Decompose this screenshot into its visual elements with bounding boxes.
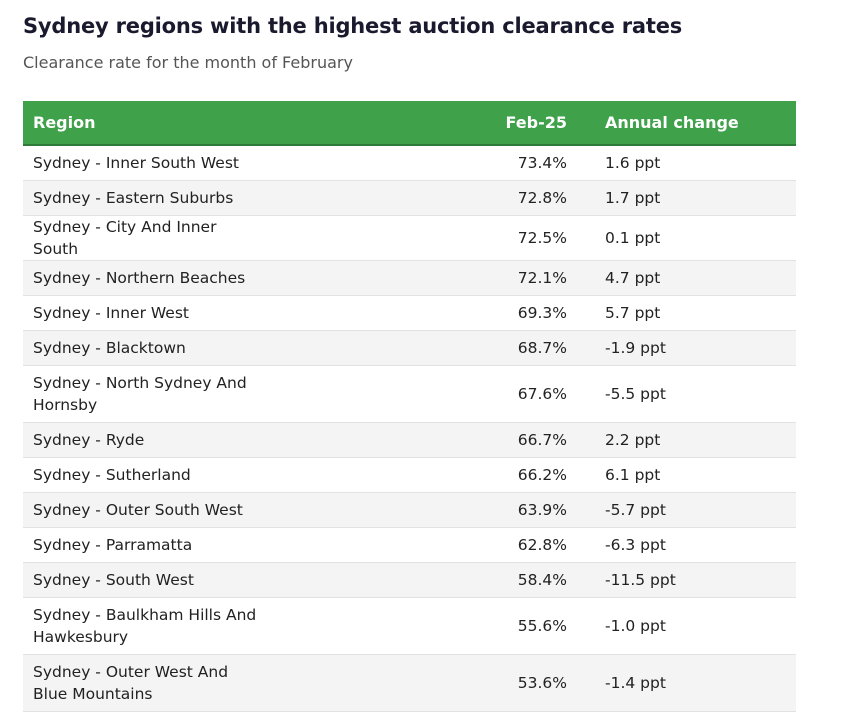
column-header-region: Region (33, 113, 96, 132)
region-label: Sydney - Inner South West (33, 153, 239, 172)
region-cell: Sydney - Baulkham Hills And Hawkesbury (23, 597, 467, 654)
table-body: Sydney - Inner South West 73.4% 1.6 ppt Syd… (23, 145, 796, 711)
region-label: Sydney - Sutherland (33, 465, 191, 484)
region-cell: Sydney - Inner South West (23, 145, 467, 180)
region-cell: Sydney - North Sydney And Hornsby (23, 365, 467, 422)
clearance-rate-cell: 62.8% (517, 535, 567, 554)
region-cell: Sydney - Eastern Suburbs (23, 180, 467, 215)
annual-change-cell: 1.7 ppt (605, 188, 661, 207)
table-row: Sydney - Northern Beaches 72.1% 4.7 ppt (23, 260, 796, 295)
annual-change-cell: 1.6 ppt (605, 153, 661, 172)
table-row: Sydney - Blacktown 68.7% -1.9 ppt (23, 330, 796, 365)
clearance-rate-cell: 72.8% (517, 188, 567, 207)
region-label: Sydney - South West (33, 570, 194, 589)
annual-change-cell: -1.9 ppt (605, 338, 666, 357)
annual-change-cell: 2.2 ppt (605, 430, 661, 449)
region-label: Sydney - Northern Beaches (33, 268, 246, 287)
clearance-rate-cell: 55.6% (517, 616, 567, 635)
region-cell: Sydney - Outer South West (23, 492, 467, 527)
chart-title: Sydney regions with the highest auction … (23, 14, 683, 38)
column-header-feb-25: Feb-25 (505, 113, 568, 132)
clearance-rate-cell: 63.9% (517, 500, 567, 519)
region-cell: Sydney - Parramatta (23, 527, 467, 562)
clearance-rate-table: Region Feb-25 Annual change Sydney - Inn… (23, 101, 796, 712)
table-header: Region Feb-25 Annual change (23, 101, 796, 145)
annual-change-cell: 6.1 ppt (605, 465, 661, 484)
column-header-annual-change: Annual change (605, 113, 739, 132)
table-row: Sydney - City And Inner South 72.5% 0.1 pp… (23, 215, 796, 260)
clearance-rate-cell: 66.7% (517, 430, 567, 449)
annual-change-cell: 0.1 ppt (605, 228, 661, 247)
region-cell: Sydney - Sutherland (23, 457, 467, 492)
chart-subtitle: Clearance rate for the month of February (23, 53, 353, 72)
region-cell: Sydney - Outer West And Blue Mountains (23, 654, 467, 711)
clearance-rate-cell: 72.5% (517, 228, 567, 247)
region-cell: Sydney - Northern Beaches (23, 260, 467, 295)
clearance-rate-cell: 53.6% (517, 673, 567, 692)
table-row: Sydney - Outer West And Blue Mountains 53… (23, 654, 796, 711)
clearance-rate-cell: 72.1% (517, 268, 567, 287)
annual-change-cell: -5.5 ppt (605, 384, 666, 403)
table-header-row: Region Feb-25 Annual change (23, 101, 796, 145)
clearance-rate-cell: 58.4% (517, 570, 567, 589)
clearance-rate-cell: 67.6% (517, 384, 567, 403)
region-cell: Sydney - Blacktown (23, 330, 467, 365)
region-label: Sydney - Ryde (33, 430, 145, 449)
clearance-rate-cell: 69.3% (517, 303, 567, 322)
region-label: Sydney - Outer South West (33, 500, 243, 519)
region-label: Sydney - Baulkham Hills And Hawkesbury (33, 605, 257, 646)
region-label: Sydney - City And Inner South (33, 217, 217, 258)
annual-change-cell: 4.7 ppt (605, 268, 661, 287)
region-cell: Sydney - South West (23, 562, 467, 597)
clearance-rate-cell: 68.7% (517, 338, 567, 357)
region-cell: Sydney - City And Inner South (23, 215, 467, 260)
table-row: Sydney - Parramatta 62.8% -6.3 ppt (23, 527, 796, 562)
region-cell: Sydney - Inner West (23, 295, 467, 330)
annual-change-cell: 5.7 ppt (605, 303, 661, 322)
annual-change-cell: -1.4 ppt (605, 673, 666, 692)
table-row: Sydney - Sutherland 66.2% 6.1 ppt (23, 457, 796, 492)
region-label: Sydney - Inner West (33, 303, 189, 322)
table-row: Sydney - North Sydney And Hornsby 67.6% -5… (23, 365, 796, 422)
annual-change-cell: -1.0 ppt (605, 616, 666, 635)
table-row: Sydney - South West 58.4% -11.5 ppt (23, 562, 796, 597)
clearance-rate-cell: 66.2% (517, 465, 567, 484)
annual-change-cell: -5.7 ppt (605, 500, 666, 519)
annual-change-cell: -11.5 ppt (605, 570, 676, 589)
clearance-rate-cell: 73.4% (517, 153, 567, 172)
table-row: Sydney - Outer South West 63.9% -5.7 ppt (23, 492, 796, 527)
table-row: Sydney - Baulkham Hills And Hawkesbury 55… (23, 597, 796, 654)
table-row: Sydney - Eastern Suburbs 72.8% 1.7 ppt (23, 180, 796, 215)
table-row: Sydney - Inner West 69.3% 5.7 ppt (23, 295, 796, 330)
region-label: Sydney - North Sydney And Hornsby (33, 373, 247, 414)
annual-change-cell: -6.3 ppt (605, 535, 666, 554)
region-label: Sydney - Eastern Suburbs (33, 188, 234, 207)
region-label: Sydney - Outer West And Blue Mountains (33, 662, 229, 703)
region-label: Sydney - Blacktown (33, 338, 186, 357)
region-cell: Sydney - Ryde (23, 422, 467, 457)
table-row: Sydney - Inner South West 73.4% 1.6 ppt (23, 145, 796, 180)
region-label: Sydney - Parramatta (33, 535, 193, 554)
table-row: Sydney - Ryde 66.7% 2.2 ppt (23, 422, 796, 457)
